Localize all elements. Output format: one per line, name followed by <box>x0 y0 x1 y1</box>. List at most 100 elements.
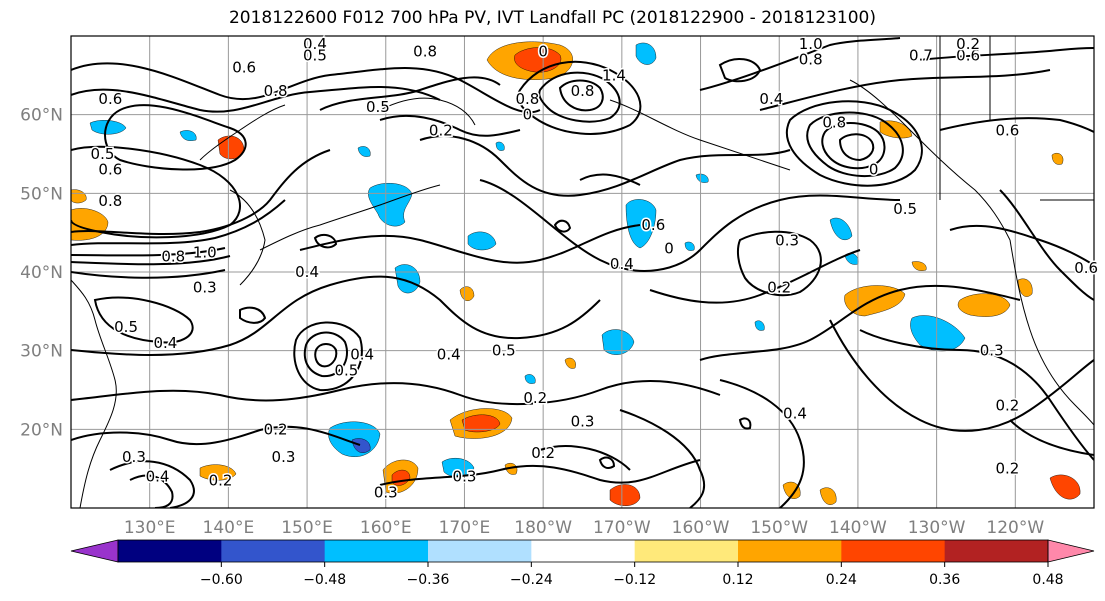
colorbar-segment <box>531 540 636 562</box>
contour-value-label: 0.5 <box>91 145 115 163</box>
lat-tick-label: 40°N <box>20 263 63 283</box>
contour-value-label: 0.2 <box>956 35 980 53</box>
lon-tick-label: 140°W <box>829 518 887 538</box>
lon-tick-label: 120°W <box>986 518 1044 538</box>
map-content <box>71 36 1094 508</box>
lat-tick-label: 60°N <box>20 106 63 126</box>
colorbar-segment <box>221 540 326 562</box>
contour-value-label: 0.8 <box>515 90 539 108</box>
contour-value-label: 0.2 <box>996 397 1020 415</box>
contour-value-label: 0.8 <box>413 43 437 61</box>
coastlines <box>71 36 1094 508</box>
shaded-anomalies <box>71 41 1081 506</box>
colorbar-segment <box>118 540 222 562</box>
contour-value-label: 0.8 <box>822 114 846 132</box>
contour-value-label: 0.2 <box>767 279 791 297</box>
lon-tick-label: 150°E <box>281 518 333 538</box>
contour-value-label: 0.4 <box>154 334 178 352</box>
contour-value-label: 0.5 <box>492 342 516 360</box>
contour-value-label: 0.5 <box>114 318 138 336</box>
colorbar-tick-label: −0.36 <box>407 572 450 588</box>
contour-value-label: 0.6 <box>956 47 980 65</box>
map-frame <box>70 35 1095 509</box>
contour-value-label: 0.3 <box>374 483 398 501</box>
colorbar-segment <box>944 540 1049 562</box>
contour-value-label: 0.2 <box>531 444 555 462</box>
colorbar-tick-label: −0.48 <box>303 572 346 588</box>
contour-value-label: 0.2 <box>209 471 233 489</box>
contour-value-label: 0 <box>869 161 879 179</box>
lon-tick-label: 140°E <box>203 518 255 538</box>
colorbar-tick-label: −0.12 <box>613 572 656 588</box>
contour-value-label: 0.5 <box>303 47 327 65</box>
contour-value-label: 0.6 <box>996 121 1020 139</box>
colorbar-extend-low <box>70 539 119 563</box>
lon-tick-label: 180°W <box>514 518 572 538</box>
contour-value-label: 0.6 <box>641 216 665 234</box>
longitude-labels: 130°E 140°E 150°E 160°E 170°E 180°W 170°W 160°W… <box>124 518 1045 538</box>
contour-value-label: 1.0 <box>193 243 217 261</box>
colorbar-segment <box>841 540 946 562</box>
colorbar-labels: −0.60 −0.48 −0.36 −0.24 −0.12 0.12 0.24 0.36 0.4… <box>200 562 1064 588</box>
contour-value-label: 0.8 <box>98 192 122 210</box>
contour-value-label: 0.4 <box>437 346 461 364</box>
colorbar-segment <box>324 540 429 562</box>
contour-value-label: 0.3 <box>775 232 799 250</box>
colorbar-segment <box>428 540 532 562</box>
contour-value-label: 0 <box>538 43 548 61</box>
lat-tick-label: 50°N <box>20 184 63 204</box>
lat-tick-label: 20°N <box>20 420 63 440</box>
contour-value-label: 0.3 <box>571 412 595 430</box>
contour-value-label: 0.7 <box>909 47 933 65</box>
colorbar <box>70 539 1095 563</box>
contour-value-label: 0.6 <box>98 161 122 179</box>
graticule <box>71 36 1094 508</box>
map-title: 2018122600 F012 700 hPa PV, IVT Landfall… <box>228 8 876 28</box>
contour-value-label: 0.4 <box>350 346 374 364</box>
contour-value-label: 0.3 <box>453 468 477 486</box>
contour-value-label: 0.5 <box>366 98 390 116</box>
colorbar-border <box>117 539 1049 563</box>
colorbar-segment <box>738 540 842 562</box>
colorbar-tick-label: 0.48 <box>1032 572 1063 588</box>
contour-value-label: 0.2 <box>523 389 547 407</box>
colorbar-tick-label: 0.12 <box>722 572 753 588</box>
colorbar-tick-label: −0.24 <box>510 572 553 588</box>
contour-value-label: 0.5 <box>334 361 358 379</box>
pv-contours <box>71 37 1094 508</box>
colorbar-tick-label: 0.36 <box>929 572 960 588</box>
colorbar-tick-label: 0.24 <box>826 572 857 588</box>
contour-value-label: 0.2 <box>429 121 453 139</box>
contour-value-label: 0.8 <box>264 82 288 100</box>
contour-value-label: 0.3 <box>122 448 146 466</box>
contour-value-label: 0.4 <box>146 468 170 486</box>
contour-value-label: 0.8 <box>799 51 823 69</box>
lon-tick-label: 170°W <box>593 518 651 538</box>
contour-value-label: 0.6 <box>232 58 256 76</box>
lon-tick-label: 170°E <box>439 518 491 538</box>
contour-value-label: 0.3 <box>193 279 217 297</box>
contour-value-label: 0.6 <box>98 90 122 108</box>
lon-tick-label: 130°E <box>124 518 176 538</box>
lon-tick-label: 160°W <box>672 518 730 538</box>
contour-value-label: 0.4 <box>610 255 634 273</box>
contour-labels: 0.40.50.60.80.60.50.60.80.8 1.00.80.50.20… <box>89 33 1100 502</box>
contour-value-label: 0.5 <box>893 200 917 218</box>
contour-value-label: 0.8 <box>571 82 595 100</box>
contour-value-label: 0 <box>523 106 533 124</box>
contour-value-label: 0.4 <box>783 405 807 423</box>
lon-tick-label: 130°W <box>908 518 966 538</box>
contour-value-label: 0.3 <box>980 342 1004 360</box>
colorbar-tick-label: −0.60 <box>200 572 243 588</box>
contour-value-label: 0.2 <box>264 420 288 438</box>
contour-value-label: 0.3 <box>272 448 296 466</box>
contour-value-label: 0.6 <box>1074 259 1098 277</box>
contour-value-label: 1.4 <box>602 66 626 84</box>
colorbar-extend-high <box>1047 539 1095 563</box>
contour-value-label: 0.2 <box>996 460 1020 478</box>
lat-tick-label: 30°N <box>20 342 63 362</box>
lon-tick-label: 160°E <box>360 518 412 538</box>
latitude-labels: 20°N 30°N 40°N 50°N 60°N <box>20 106 63 441</box>
colorbar-segment <box>634 540 739 562</box>
